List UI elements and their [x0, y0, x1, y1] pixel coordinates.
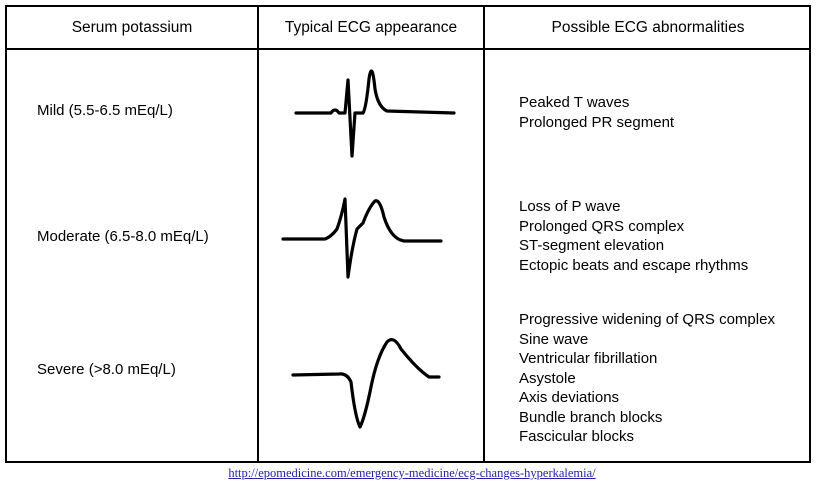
column-divider	[483, 7, 485, 461]
ecg-mild-tracing	[294, 69, 456, 158]
ecg-severe-tracing	[291, 338, 441, 429]
abnormalities-mild: Peaked T waves Prolonged PR segment	[519, 93, 674, 132]
header-possible-abnormalities: Possible ECG abnormalities	[551, 19, 745, 36]
hyperkalemia-ecg-table: Serum potassium Typical ECG appearance P…	[5, 5, 811, 463]
source-link-caption: http://epomedicine.com/emergency-medicin…	[0, 466, 824, 481]
level-moderate: Moderate (6.5-8.0 mEq/L)	[37, 228, 209, 245]
column-divider	[257, 7, 259, 461]
abnormality-item: Sine wave	[519, 330, 589, 348]
abnormality-item: Asystole	[519, 369, 576, 387]
header-typical-ecg: Typical ECG appearance	[284, 19, 458, 36]
abnormality-item: Prolonged PR segment	[519, 113, 675, 131]
abnormality-item: Ectopic beats and escape rhythms	[519, 256, 749, 274]
header-serum-potassium: Serum potassium	[71, 19, 193, 36]
abnormality-item: Prolonged QRS complex	[519, 217, 685, 235]
abnormality-item: Loss of P wave	[519, 198, 621, 215]
source-link[interactable]: http://epomedicine.com/emergency-medicin…	[228, 466, 596, 480]
abnormality-item: Axis deviations	[519, 389, 620, 406]
abnormalities-moderate: Loss of P wave Prolonged QRS complex ST-…	[519, 197, 748, 275]
abnormality-item: Ventricular fibrillation	[519, 350, 658, 367]
abnormality-item: Peaked T waves	[519, 94, 630, 111]
abnormality-item: Fascicular blocks	[519, 428, 635, 445]
level-severe: Severe (>8.0 mEq/L)	[37, 361, 176, 378]
ecg-moderate-tracing	[281, 197, 443, 279]
abnormality-item: Bundle branch blocks	[519, 408, 663, 426]
abnormality-item: ST-segment elevation	[519, 237, 665, 254]
level-mild: Mild (5.5-6.5 mEq/L)	[37, 102, 173, 119]
abnormality-item: Progressive widening of QRS complex	[519, 311, 775, 328]
abnormalities-severe: Progressive widening of QRS complex Sine…	[519, 310, 775, 447]
header-divider	[7, 48, 809, 50]
